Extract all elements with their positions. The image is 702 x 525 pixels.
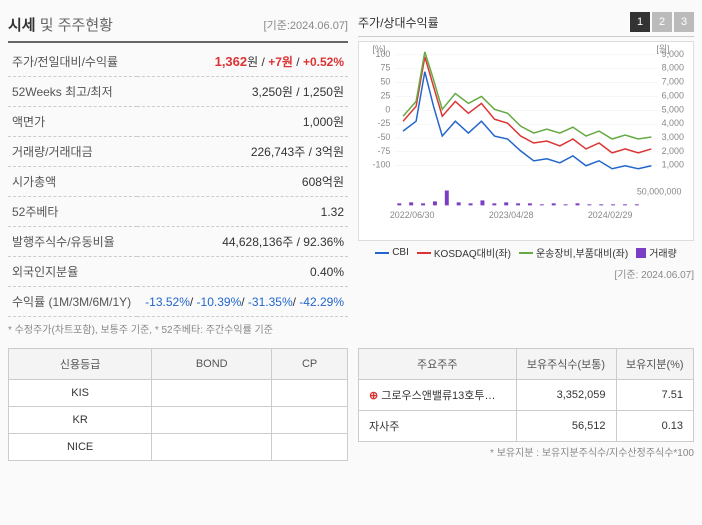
price-row-label: 52주베타 bbox=[8, 197, 137, 227]
table-row: KIS bbox=[9, 380, 348, 407]
price-data-table: 주가/전일대비/수익률1,362원 / +7원 / +0.52%52Weeks … bbox=[8, 47, 348, 317]
vol-axis-label: 50,000,000 bbox=[637, 186, 682, 196]
legend-item: CBI bbox=[375, 245, 409, 260]
legend-item: KOSDAQ대비(좌) bbox=[417, 245, 511, 260]
chart-tab-1[interactable]: 1 bbox=[630, 12, 650, 32]
chart-header: 주가/상대수익률 123 bbox=[358, 8, 694, 37]
price-row-value: 1.32 bbox=[137, 197, 348, 227]
shareholder-name: ⊕그로우스앤밸류13호투… bbox=[359, 380, 517, 411]
price-row-value: 44,628,136주 / 92.36% bbox=[137, 227, 348, 257]
table-row: ⊕그로우스앤밸류13호투…3,352,0597.51 bbox=[359, 380, 694, 411]
shareholder-header: 보유지분(%) bbox=[616, 349, 693, 380]
svg-text:-25: -25 bbox=[377, 118, 390, 128]
shareholder-table: 주요주주보유주식수(보통)보유지분(%) ⊕그로우스앤밸류13호투…3,352,… bbox=[358, 348, 694, 442]
price-row: 주가/전일대비/수익률1,362원 / +7원 / +0.52% bbox=[8, 47, 348, 77]
chart-legend: CBI KOSDAQ대비(좌) 운송장비,부품대비(좌) 거래량 bbox=[358, 241, 694, 264]
price-row-label: 발행주식수/유동비율 bbox=[8, 227, 137, 257]
date-ref-right: [기준: 2024.06.07] bbox=[358, 264, 694, 283]
price-row: 외국인지분율0.40% bbox=[8, 257, 348, 287]
date-ref: [기준:2024.06.07] bbox=[264, 17, 348, 33]
footnote-left: * 수정주가(차트포함), 보통주 기준, * 52주베타: 주간수익률 기준 bbox=[8, 317, 348, 340]
table-row: 자사주56,5120.13 bbox=[359, 411, 694, 442]
credit-rating-table: 신용등급BONDCP KISKRNICE bbox=[8, 348, 348, 461]
price-row: 액면가1,000원 bbox=[8, 107, 348, 137]
svg-text:8,000: 8,000 bbox=[662, 63, 684, 73]
credit-cell: NICE bbox=[9, 434, 152, 461]
svg-text:1,000: 1,000 bbox=[662, 160, 684, 170]
shareholder-pct: 0.13 bbox=[616, 411, 693, 442]
price-row: 52Weeks 최고/최저3,250원 / 1,250원 bbox=[8, 77, 348, 107]
price-row-value: -13.52%/ -10.39%/ -31.35%/ -42.29% bbox=[137, 287, 348, 317]
price-row: 발행주식수/유동비율44,628,136주 / 92.36% bbox=[8, 227, 348, 257]
svg-text:2,000: 2,000 bbox=[662, 146, 684, 156]
footnote-bottom: * 보유지분 : 보유지분주식수/지수산정주식수*100 bbox=[358, 442, 694, 461]
price-row-label: 외국인지분율 bbox=[8, 257, 137, 287]
credit-header: 신용등급 bbox=[9, 349, 152, 380]
price-row-value: 608억원 bbox=[137, 167, 348, 197]
shareholder-name: 자사주 bbox=[359, 411, 517, 442]
price-row-value: 1,000원 bbox=[137, 107, 348, 137]
credit-cell: KR bbox=[9, 407, 152, 434]
shareholder-header: 보유주식수(보통) bbox=[516, 349, 616, 380]
chart-area: [%] [원] 1007550250-25-50-75-100 9,0008,0… bbox=[358, 41, 694, 241]
price-row: 거래량/거래대금226,743주 / 3억원 bbox=[8, 137, 348, 167]
svg-text:-50: -50 bbox=[377, 132, 390, 142]
svg-text:2022/06/30: 2022/06/30 bbox=[390, 210, 435, 220]
svg-text:-100: -100 bbox=[373, 160, 391, 170]
price-row-label: 주가/전일대비/수익률 bbox=[8, 47, 137, 77]
credit-cell bbox=[152, 407, 272, 434]
legend-item: 거래량 bbox=[636, 245, 677, 260]
credit-header: CP bbox=[272, 349, 348, 380]
credit-cell bbox=[272, 380, 348, 407]
table-row: NICE bbox=[9, 434, 348, 461]
expand-icon[interactable]: ⊕ bbox=[369, 390, 378, 402]
svg-text:50: 50 bbox=[380, 77, 390, 87]
svg-text:2024/02/29: 2024/02/29 bbox=[588, 210, 633, 220]
chart-title: 주가/상대수익률 bbox=[358, 14, 439, 31]
svg-text:6,000: 6,000 bbox=[662, 90, 684, 100]
price-row-label: 거래량/거래대금 bbox=[8, 137, 137, 167]
shareholder-shares: 56,512 bbox=[516, 411, 616, 442]
price-row-value: 226,743주 / 3억원 bbox=[137, 137, 348, 167]
svg-text:4,000: 4,000 bbox=[662, 118, 684, 128]
price-row-value: 3,250원 / 1,250원 bbox=[137, 77, 348, 107]
price-row: 52주베타1.32 bbox=[8, 197, 348, 227]
svg-text:25: 25 bbox=[380, 90, 390, 100]
svg-text:100: 100 bbox=[375, 49, 390, 59]
credit-cell bbox=[152, 380, 272, 407]
svg-text:-75: -75 bbox=[377, 146, 390, 156]
svg-text:2023/04/28: 2023/04/28 bbox=[489, 210, 534, 220]
title-main: 시세 bbox=[8, 17, 36, 34]
price-row: 수익률 (1M/3M/6M/1Y)-13.52%/ -10.39%/ -31.3… bbox=[8, 287, 348, 317]
shareholder-header: 주요주주 bbox=[359, 349, 517, 380]
title-sub: 및 주주현황 bbox=[40, 17, 113, 34]
price-row: 시가총액608억원 bbox=[8, 167, 348, 197]
chart-tab-2[interactable]: 2 bbox=[652, 12, 672, 32]
svg-text:3,000: 3,000 bbox=[662, 132, 684, 142]
credit-cell: KIS bbox=[9, 380, 152, 407]
price-row-label: 액면가 bbox=[8, 107, 137, 137]
price-row-value: 1,362원 / +7원 / +0.52% bbox=[137, 47, 348, 77]
chart-tabs: 123 bbox=[630, 12, 694, 32]
shareholder-pct: 7.51 bbox=[616, 380, 693, 411]
price-row-label: 수익률 (1M/3M/6M/1Y) bbox=[8, 287, 137, 317]
svg-text:5,000: 5,000 bbox=[662, 104, 684, 114]
legend-item: 운송장비,부품대비(좌) bbox=[519, 245, 628, 260]
price-row-label: 시가총액 bbox=[8, 167, 137, 197]
table-row: KR bbox=[9, 407, 348, 434]
section-title-price: 시세 및 주주현황 [기준:2024.06.07] bbox=[8, 8, 348, 43]
credit-cell bbox=[152, 434, 272, 461]
price-row-value: 0.40% bbox=[137, 257, 348, 287]
svg-text:0: 0 bbox=[385, 104, 390, 114]
chart-svg: [%] [원] 1007550250-25-50-75-100 9,0008,0… bbox=[359, 42, 693, 240]
shareholder-shares: 3,352,059 bbox=[516, 380, 616, 411]
chart-tab-3[interactable]: 3 bbox=[674, 12, 694, 32]
svg-text:75: 75 bbox=[380, 63, 390, 73]
price-row-label: 52Weeks 최고/최저 bbox=[8, 77, 137, 107]
credit-header: BOND bbox=[152, 349, 272, 380]
credit-cell bbox=[272, 407, 348, 434]
credit-cell bbox=[272, 434, 348, 461]
svg-text:7,000: 7,000 bbox=[662, 77, 684, 87]
svg-text:9,000: 9,000 bbox=[662, 49, 684, 59]
